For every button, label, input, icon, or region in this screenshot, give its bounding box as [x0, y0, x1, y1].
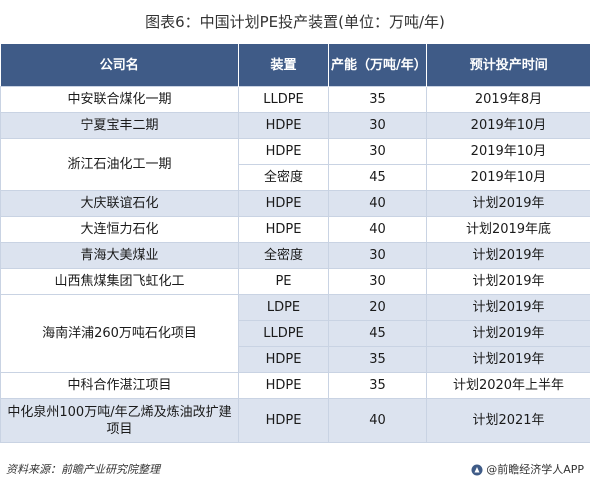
header-device: 装置: [238, 44, 329, 87]
table-row: 中科合作湛江项目 HDPE 35 计划2020年上半年: [0, 372, 590, 399]
cell-device: PE: [238, 268, 329, 295]
cell-time: 计划2019年: [426, 242, 590, 269]
cell-company: 中化泉州100万吨/年乙烯及炼油改扩建项目: [0, 398, 239, 443]
header-capacity: 产能（万吨/年）: [328, 44, 427, 87]
cell-company: 青海大美煤业: [0, 242, 239, 269]
cell-capacity: 45: [328, 320, 427, 347]
table-row: 浙江石油化工一期 HDPE 30 2019年10月: [0, 138, 590, 191]
cell-device: LLDPE: [238, 86, 329, 113]
cell-company: 山西焦煤集团飞虹化工: [0, 268, 239, 295]
cell-device: HDPE: [238, 216, 329, 243]
cell-time: 计划2019年: [426, 268, 590, 295]
cell-device: HDPE: [238, 398, 329, 443]
cell-capacity: 20: [328, 294, 427, 321]
table-row: 大连恒力石化 HDPE 40 计划2019年底: [0, 216, 590, 243]
table-row: 中安联合煤化一期 LLDPE 35 2019年8月: [0, 86, 590, 113]
qianzhan-logo-icon: [471, 464, 483, 476]
brand-credit: @前瞻经济学人APP: [471, 461, 584, 479]
cell-capacity: 30: [328, 138, 427, 165]
table-row: 海南洋浦260万吨石化项目 LDPE 20 计划2019年: [0, 294, 590, 373]
cell-capacity: 40: [328, 398, 427, 443]
cell-company: 中科合作湛江项目: [0, 372, 239, 399]
cell-capacity: 35: [328, 372, 427, 399]
cell-device: LDPE: [238, 294, 329, 321]
cell-capacity: 35: [328, 346, 427, 373]
cell-company: 大庆联谊石化: [0, 190, 239, 217]
cell-time: 计划2021年: [426, 398, 590, 443]
cell-capacity: 35: [328, 86, 427, 113]
cell-company: 大连恒力石化: [0, 216, 239, 243]
table-row: 青海大美煤业 全密度 30 计划2019年: [0, 242, 590, 269]
cell-time: 2019年8月: [426, 86, 590, 113]
cell-time: 2019年10月: [426, 112, 590, 139]
cell-time: 计划2019年底: [426, 216, 590, 243]
cell-time: 计划2019年: [426, 320, 590, 347]
cell-device: 全密度: [238, 164, 329, 191]
table-row: HDPE 35 计划2019年: [1, 346, 590, 373]
cell-device: HDPE: [238, 372, 329, 399]
cell-device: 全密度: [238, 242, 329, 269]
cell-company: 浙江石油化工一期: [0, 138, 239, 191]
brand-text: @前瞻经济学人APP: [486, 463, 584, 476]
cell-time: 计划2019年: [426, 294, 590, 321]
table-row: 大庆联谊石化 HDPE 40 计划2019年: [0, 190, 590, 217]
table-row: 宁夏宝丰二期 HDPE 30 2019年10月: [0, 112, 590, 139]
table-row: 全密度 45 2019年10月: [1, 164, 590, 191]
header-time: 预计投产时间: [426, 44, 590, 87]
cell-time: 计划2019年: [426, 346, 590, 373]
cell-company: 海南洋浦260万吨石化项目: [0, 294, 239, 373]
cell-capacity: 40: [328, 190, 427, 217]
cell-capacity: 30: [328, 242, 427, 269]
cell-time: 2019年10月: [426, 138, 590, 165]
page-title: 图表6：中国计划PE投产装置(单位：万吨/年): [145, 13, 445, 31]
cell-company: 宁夏宝丰二期: [0, 112, 239, 139]
cell-capacity: 40: [328, 216, 427, 243]
cell-time: 2019年10月: [426, 164, 590, 191]
pe-capacity-table: 公司名 装置 产能（万吨/年） 预计投产时间 中安联合煤化一期 LLDPE 35…: [0, 44, 590, 443]
table-row: LLDPE 45 计划2019年: [1, 320, 590, 347]
source-note: 资料来源：前瞻产业研究院整理: [6, 463, 160, 476]
cell-capacity: 30: [328, 112, 427, 139]
header-company: 公司名: [0, 44, 239, 87]
cell-capacity: 45: [328, 164, 427, 191]
cell-device: HDPE: [238, 138, 329, 165]
table-row: 中化泉州100万吨/年乙烯及炼油改扩建项目 HDPE 40 计划2021年: [0, 398, 590, 443]
table-row: 山西焦煤集团飞虹化工 PE 30 计划2019年: [0, 268, 590, 295]
cell-capacity: 30: [328, 268, 427, 295]
cell-device: HDPE: [238, 112, 329, 139]
table-header-row: 公司名 装置 产能（万吨/年） 预计投产时间: [0, 44, 590, 87]
cell-time: 计划2019年: [426, 190, 590, 217]
cell-time: 计划2020年上半年: [426, 372, 590, 399]
cell-company: 中安联合煤化一期: [0, 86, 239, 113]
cell-device: HDPE: [238, 190, 329, 217]
cell-device: LLDPE: [238, 320, 329, 347]
cell-device: HDPE: [238, 346, 329, 373]
